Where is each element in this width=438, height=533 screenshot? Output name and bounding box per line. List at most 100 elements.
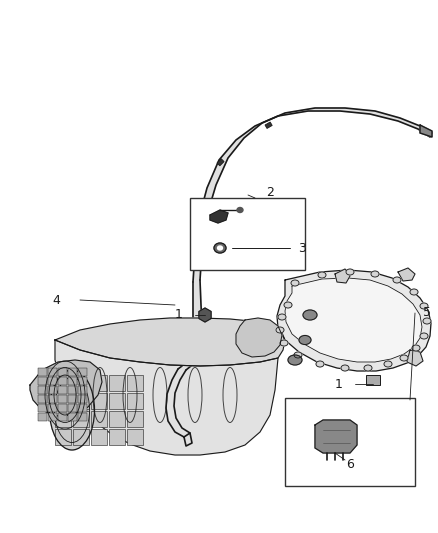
Bar xyxy=(48,404,57,412)
Polygon shape xyxy=(335,269,350,283)
Bar xyxy=(127,375,143,391)
Bar xyxy=(58,368,67,376)
Bar xyxy=(38,395,47,403)
Bar xyxy=(109,411,125,427)
Bar xyxy=(73,411,89,427)
Bar xyxy=(91,375,107,391)
Polygon shape xyxy=(407,350,423,366)
Bar xyxy=(48,413,57,421)
Bar xyxy=(109,375,125,391)
Bar xyxy=(55,429,71,445)
Bar xyxy=(127,393,143,409)
Polygon shape xyxy=(398,268,415,281)
Bar xyxy=(55,411,71,427)
Polygon shape xyxy=(30,360,102,416)
Bar xyxy=(78,395,87,403)
Ellipse shape xyxy=(410,289,418,295)
Text: 2: 2 xyxy=(266,185,274,198)
Bar xyxy=(58,404,67,412)
Bar xyxy=(68,395,77,403)
Text: 1: 1 xyxy=(335,377,343,391)
Ellipse shape xyxy=(299,335,311,344)
Bar xyxy=(38,386,47,394)
Polygon shape xyxy=(315,420,357,453)
Bar xyxy=(91,393,107,409)
Polygon shape xyxy=(55,318,285,366)
Ellipse shape xyxy=(420,333,428,339)
Bar xyxy=(58,395,67,403)
Polygon shape xyxy=(178,280,202,370)
Ellipse shape xyxy=(346,269,354,275)
Ellipse shape xyxy=(318,272,326,278)
Ellipse shape xyxy=(294,352,302,358)
Ellipse shape xyxy=(288,355,302,365)
Bar xyxy=(68,368,77,376)
Bar xyxy=(68,413,77,421)
Ellipse shape xyxy=(280,340,288,346)
Polygon shape xyxy=(193,108,432,282)
Text: 4: 4 xyxy=(52,294,60,306)
Ellipse shape xyxy=(284,302,292,308)
Bar xyxy=(109,393,125,409)
Polygon shape xyxy=(236,318,282,357)
Ellipse shape xyxy=(291,280,299,286)
Text: 1: 1 xyxy=(175,309,183,321)
Bar xyxy=(78,377,87,385)
Polygon shape xyxy=(277,270,431,371)
Bar xyxy=(91,411,107,427)
Ellipse shape xyxy=(341,365,349,371)
Ellipse shape xyxy=(276,327,284,333)
Bar xyxy=(73,429,89,445)
Bar xyxy=(73,393,89,409)
Bar xyxy=(68,377,77,385)
Bar xyxy=(109,429,125,445)
Bar xyxy=(58,377,67,385)
Ellipse shape xyxy=(303,310,317,320)
Text: 3: 3 xyxy=(298,241,306,254)
Bar xyxy=(58,413,67,421)
Bar xyxy=(48,377,57,385)
Bar xyxy=(38,377,47,385)
Ellipse shape xyxy=(384,361,392,367)
Bar xyxy=(38,368,47,376)
Ellipse shape xyxy=(371,271,379,277)
Ellipse shape xyxy=(218,246,223,250)
Bar xyxy=(55,393,71,409)
Bar xyxy=(285,398,415,486)
Ellipse shape xyxy=(214,243,226,253)
Bar xyxy=(78,413,87,421)
Ellipse shape xyxy=(423,318,431,324)
Bar xyxy=(190,198,305,270)
Bar xyxy=(91,429,107,445)
Polygon shape xyxy=(285,278,422,362)
Ellipse shape xyxy=(393,277,401,283)
Ellipse shape xyxy=(420,303,428,309)
Ellipse shape xyxy=(316,361,324,367)
Bar xyxy=(217,159,224,166)
Bar xyxy=(78,386,87,394)
Text: 5: 5 xyxy=(423,306,431,319)
Polygon shape xyxy=(199,308,211,322)
Bar xyxy=(38,413,47,421)
Bar xyxy=(265,122,272,128)
Bar xyxy=(78,404,87,412)
Bar xyxy=(38,404,47,412)
Ellipse shape xyxy=(400,355,408,361)
Bar xyxy=(127,411,143,427)
Polygon shape xyxy=(166,369,190,437)
Ellipse shape xyxy=(412,345,420,351)
Ellipse shape xyxy=(364,365,372,371)
Ellipse shape xyxy=(278,314,286,320)
Bar xyxy=(58,386,67,394)
Bar xyxy=(55,375,71,391)
Polygon shape xyxy=(420,125,432,137)
Bar xyxy=(48,386,57,394)
Bar xyxy=(127,429,143,445)
Bar xyxy=(78,368,87,376)
Ellipse shape xyxy=(237,207,243,213)
Polygon shape xyxy=(55,340,278,455)
Text: 6: 6 xyxy=(346,458,354,472)
Bar xyxy=(73,375,89,391)
Polygon shape xyxy=(210,210,228,223)
Bar xyxy=(68,386,77,394)
